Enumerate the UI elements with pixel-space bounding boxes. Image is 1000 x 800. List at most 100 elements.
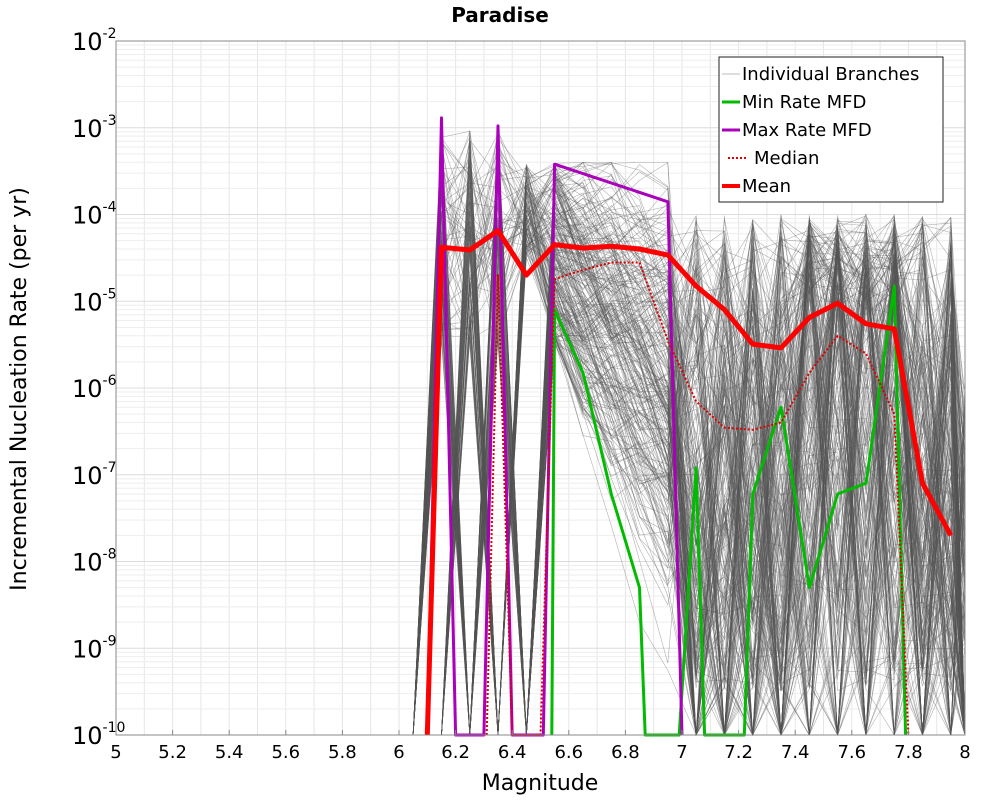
x-tick-label: 7 bbox=[676, 742, 687, 763]
series-mean bbox=[424, 228, 954, 736]
branch-line bbox=[412, 151, 966, 736]
legend-box bbox=[718, 56, 944, 203]
y-tick-label: 10-9 bbox=[72, 633, 117, 663]
x-axis-label: Magnitude bbox=[482, 771, 599, 796]
branch-line bbox=[413, 184, 966, 736]
y-tick-label: 10-4 bbox=[72, 200, 117, 230]
branch-line bbox=[412, 166, 966, 737]
branch-line bbox=[412, 136, 966, 736]
branch-line bbox=[412, 178, 966, 736]
branch-line bbox=[412, 129, 966, 736]
branch-line bbox=[412, 138, 966, 736]
branch-line bbox=[412, 142, 966, 736]
legend-label: Individual Branches bbox=[742, 64, 919, 85]
branch-line bbox=[412, 175, 966, 736]
branch-line bbox=[413, 161, 966, 736]
branch-line bbox=[413, 148, 966, 736]
legend: Individual Branches Min Rate MFD Max Rate … bbox=[718, 56, 944, 203]
branch-line bbox=[412, 140, 966, 736]
y-tick-label: 10-8 bbox=[72, 547, 117, 577]
branch-line bbox=[413, 165, 966, 736]
branch-line bbox=[412, 162, 966, 736]
branch-line bbox=[412, 218, 966, 736]
branch-line bbox=[412, 167, 966, 736]
branch-line bbox=[412, 195, 966, 736]
branch-line bbox=[413, 157, 966, 736]
branch-line bbox=[413, 207, 966, 736]
series-max-rate-mfd bbox=[425, 116, 684, 737]
branch-line bbox=[413, 173, 966, 736]
branch-line bbox=[412, 175, 966, 736]
branch-line bbox=[413, 202, 966, 736]
x-tick-label: 6.2 bbox=[441, 742, 470, 763]
branch-line bbox=[413, 141, 966, 736]
branch-line bbox=[413, 190, 966, 736]
branch-line bbox=[412, 214, 966, 736]
legend-label: Max Rate MFD bbox=[742, 120, 872, 141]
branch-line bbox=[412, 215, 966, 736]
branch-line bbox=[412, 132, 966, 736]
branch-line bbox=[412, 163, 966, 736]
legend-label: Min Rate MFD bbox=[742, 92, 866, 113]
branch-line bbox=[412, 250, 966, 736]
branch-line bbox=[413, 131, 966, 736]
branch-line bbox=[413, 137, 966, 736]
y-tick-label: 10-5 bbox=[72, 286, 117, 316]
y-tick-label: 10-2 bbox=[72, 26, 117, 56]
chart-title: Paradise bbox=[451, 3, 549, 27]
x-ticks: 5 5.2 5.4 5.6 5.8 6 6.2 6.4 6.6 6.8 7 7.2 7.4 7.6 7.8 8 bbox=[110, 730, 971, 763]
y-ticks: 10-10 10-9 10-8 10-7 10-6 10-5 10-4 10-3 10-2 bbox=[72, 26, 125, 750]
y-axis-label: Incremental Nucleation Rate (per yr) bbox=[7, 187, 32, 591]
x-tick-label: 7.6 bbox=[837, 742, 866, 763]
x-tick-label: 6.6 bbox=[554, 742, 583, 763]
branch-line bbox=[412, 172, 966, 736]
branch-line bbox=[413, 242, 966, 736]
branch-line bbox=[412, 187, 966, 736]
branch-line bbox=[413, 221, 966, 736]
y-tick-label: 10-3 bbox=[72, 113, 117, 143]
branch-line bbox=[412, 228, 966, 736]
branch-line bbox=[412, 162, 965, 736]
x-tick-label: 5.4 bbox=[215, 742, 244, 763]
legend-label: Median bbox=[754, 148, 819, 169]
branch-line bbox=[412, 216, 966, 736]
legend-label: Mean bbox=[742, 176, 791, 197]
branch-line bbox=[413, 152, 966, 736]
y-tick-label: 10-6 bbox=[72, 373, 117, 403]
branch-line bbox=[413, 182, 966, 736]
x-tick-label: 5.6 bbox=[271, 742, 300, 763]
branch-line bbox=[413, 188, 966, 736]
branch-line bbox=[413, 218, 966, 736]
branch-line bbox=[413, 137, 966, 736]
branch-line bbox=[412, 156, 966, 736]
y-tick-label: 10-10 bbox=[72, 720, 125, 750]
x-tick-label: 6.8 bbox=[611, 742, 640, 763]
series-median bbox=[485, 261, 910, 736]
x-tick-label: 7.2 bbox=[724, 742, 753, 763]
branch-line bbox=[413, 197, 966, 736]
branch-line bbox=[413, 196, 966, 736]
branch-line bbox=[412, 233, 966, 736]
x-tick-label: 5.8 bbox=[328, 742, 357, 763]
branch-line bbox=[413, 165, 966, 736]
branch-line bbox=[412, 177, 965, 736]
branch-line bbox=[412, 147, 965, 736]
branch-line bbox=[413, 139, 966, 736]
branch-line bbox=[413, 142, 966, 736]
plot-frame bbox=[115, 40, 966, 736]
x-tick-label: 8 bbox=[959, 742, 970, 763]
x-tick-label: 7.8 bbox=[894, 742, 923, 763]
branch-line bbox=[413, 185, 966, 736]
branch-line bbox=[413, 220, 966, 736]
branch-line bbox=[412, 135, 966, 737]
branch-line bbox=[413, 162, 966, 736]
branch-line bbox=[412, 164, 966, 736]
branch-line bbox=[413, 175, 966, 736]
branch-line bbox=[412, 221, 966, 736]
x-tick-label: 5 bbox=[110, 742, 121, 763]
branch-line bbox=[413, 222, 966, 736]
x-tick-label: 5.2 bbox=[158, 742, 187, 763]
branch-line bbox=[413, 187, 966, 736]
branch-line bbox=[412, 231, 966, 736]
